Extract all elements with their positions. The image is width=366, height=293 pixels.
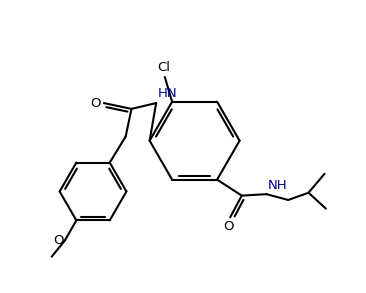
Text: HN: HN: [158, 87, 177, 100]
Text: O: O: [90, 97, 100, 110]
Text: O: O: [53, 234, 63, 247]
Text: Cl: Cl: [157, 61, 170, 74]
Text: O: O: [224, 220, 234, 233]
Text: NH: NH: [268, 179, 288, 192]
